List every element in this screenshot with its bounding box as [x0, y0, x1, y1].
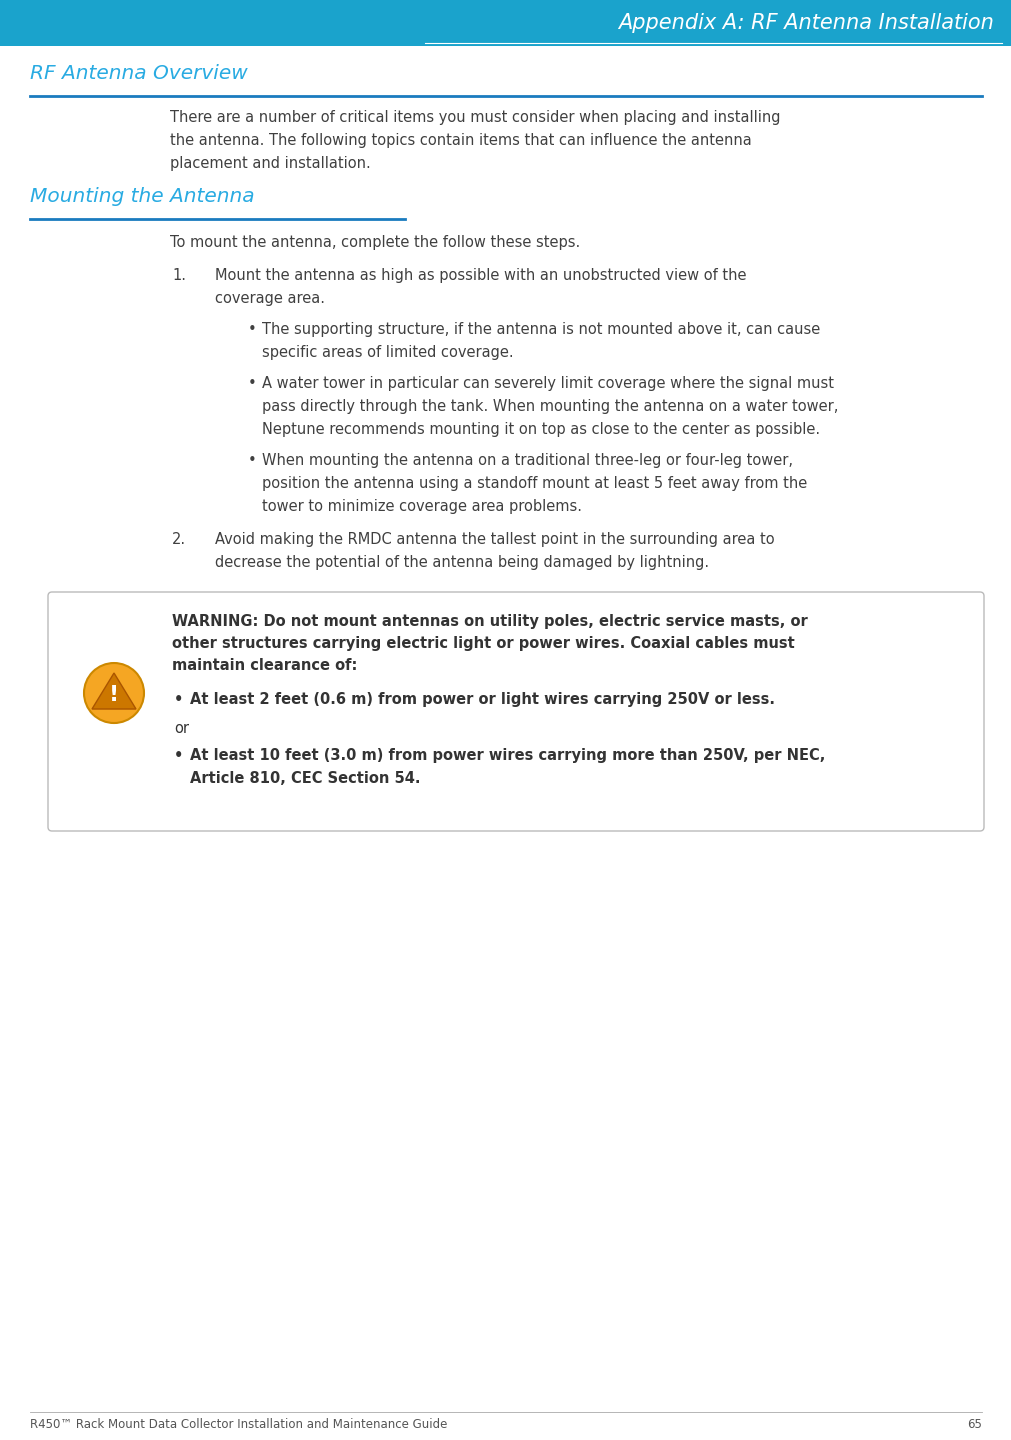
Text: 2.: 2. [172, 531, 186, 547]
Text: To mount the antenna, complete the follow these steps.: To mount the antenna, complete the follo… [170, 235, 579, 251]
Text: specific areas of limited coverage.: specific areas of limited coverage. [262, 346, 514, 360]
Text: When mounting the antenna on a traditional three-leg or four-leg tower,: When mounting the antenna on a tradition… [262, 454, 793, 468]
Text: tower to minimize coverage area problems.: tower to minimize coverage area problems… [262, 500, 581, 514]
Text: position the antenna using a standoff mount at least 5 feet away from the: position the antenna using a standoff mo… [262, 477, 807, 491]
Text: A water tower in particular can severely limit coverage where the signal must: A water tower in particular can severely… [262, 376, 833, 392]
Bar [0, 0, 1011, 46]
Text: •: • [248, 454, 257, 468]
Text: •: • [174, 747, 183, 763]
Text: 65: 65 [967, 1418, 981, 1431]
Text: Mount the antenna as high as possible with an unobstructed view of the: Mount the antenna as high as possible wi… [214, 268, 746, 284]
Circle shape [84, 662, 144, 723]
Text: There are a number of critical items you must consider when placing and installi: There are a number of critical items you… [170, 109, 779, 125]
FancyBboxPatch shape [48, 592, 983, 831]
Text: coverage area.: coverage area. [214, 291, 325, 307]
Text: WARNING: Do not mount antennas on utility poles, electric service masts, or: WARNING: Do not mount antennas on utilit… [172, 613, 807, 629]
Text: Avoid making the RMDC antenna the tallest point in the surrounding area to: Avoid making the RMDC antenna the talles… [214, 531, 773, 547]
Text: the antenna. The following topics contain items that can influence the antenna: the antenna. The following topics contai… [170, 132, 751, 148]
Text: Neptune recommends mounting it on top as close to the center as possible.: Neptune recommends mounting it on top as… [262, 422, 819, 436]
Text: At least 2 feet (0.6 m) from power or light wires carrying 250V or less.: At least 2 feet (0.6 m) from power or li… [190, 693, 774, 707]
Text: maintain clearance of:: maintain clearance of: [172, 658, 357, 672]
Text: or: or [174, 721, 189, 736]
Text: At least 10 feet (3.0 m) from power wires carrying more than 250V, per NEC,: At least 10 feet (3.0 m) from power wire… [190, 747, 825, 763]
Text: Appendix A: RF Antenna Installation: Appendix A: RF Antenna Installation [618, 13, 993, 33]
Text: pass directly through the tank. When mounting the antenna on a water tower,: pass directly through the tank. When mou… [262, 399, 837, 415]
Text: decrease the potential of the antenna being damaged by lightning.: decrease the potential of the antenna be… [214, 554, 709, 570]
Text: Article 810, CEC Section 54.: Article 810, CEC Section 54. [190, 770, 421, 786]
Text: •: • [248, 323, 257, 337]
Text: other structures carrying electric light or power wires. Coaxial cables must: other structures carrying electric light… [172, 636, 794, 651]
Text: RF Antenna Overview: RF Antenna Overview [30, 63, 248, 84]
Text: Mounting the Antenna: Mounting the Antenna [30, 187, 255, 206]
Text: The supporting structure, if the antenna is not mounted above it, can cause: The supporting structure, if the antenna… [262, 323, 820, 337]
Polygon shape [92, 672, 135, 708]
Text: R450™ Rack Mount Data Collector Installation and Maintenance Guide: R450™ Rack Mount Data Collector Installa… [30, 1418, 447, 1431]
Text: !: ! [109, 685, 119, 706]
Text: 1.: 1. [172, 268, 186, 284]
Text: placement and installation.: placement and installation. [170, 156, 370, 171]
Text: •: • [248, 376, 257, 392]
Text: •: • [174, 693, 183, 707]
